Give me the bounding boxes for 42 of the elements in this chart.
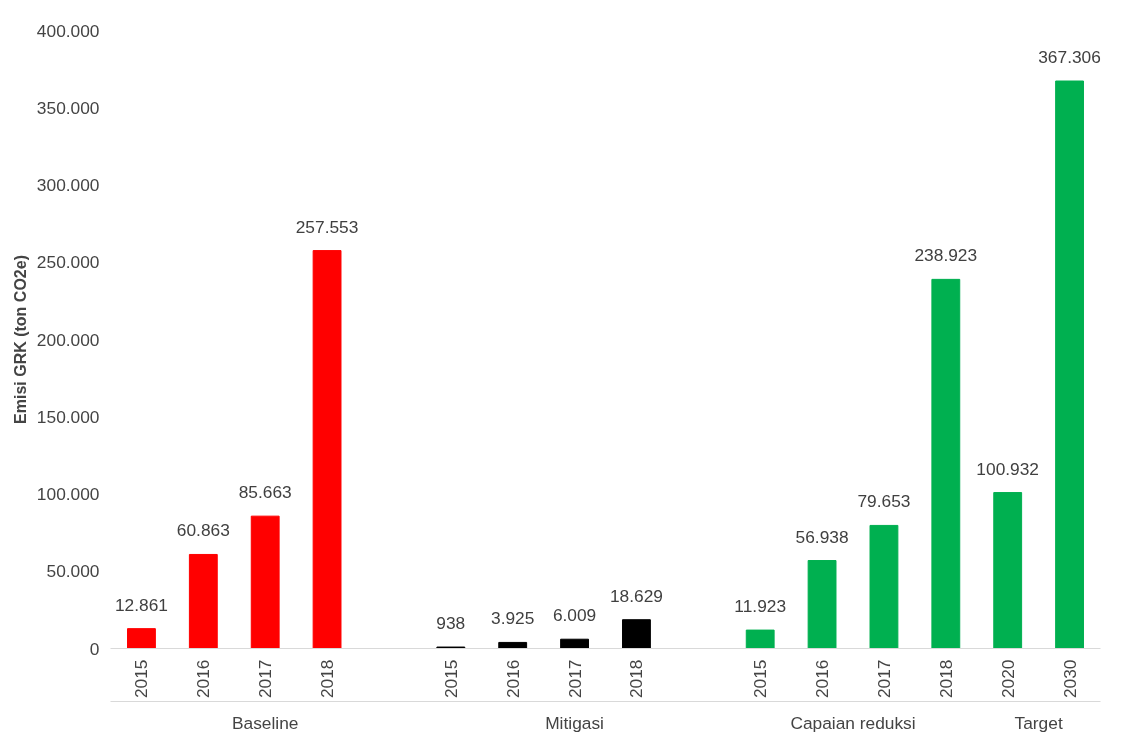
x-tick-label: 2017 bbox=[255, 659, 276, 699]
data-label: 238.923 bbox=[914, 245, 978, 266]
data-label: 11.923 bbox=[734, 596, 787, 617]
text: Mitigasi bbox=[545, 712, 604, 733]
y-tick-label: 400.000 bbox=[36, 20, 100, 41]
x-tick-label: 2016 bbox=[193, 659, 214, 699]
data-label: 85.663 bbox=[238, 482, 292, 503]
x-tick-label: 2015 bbox=[440, 659, 461, 699]
x-tick-label: 2017 bbox=[564, 659, 585, 699]
x-tick-label: 2017 bbox=[873, 659, 894, 699]
x-tick-label: 2016 bbox=[812, 659, 833, 699]
y-tick-label: 350.000 bbox=[36, 97, 100, 118]
data-label: 6.009 bbox=[552, 605, 597, 626]
data-label: 257.553 bbox=[295, 216, 359, 237]
data-label: 56.938 bbox=[795, 526, 849, 547]
y-tick-label: 100.000 bbox=[36, 484, 100, 504]
x-tick-label: 2018 bbox=[626, 659, 647, 699]
x-tick-label: 2030 bbox=[1059, 659, 1080, 699]
data-label: 79.653 bbox=[857, 491, 911, 512]
y-tick-label: 0 bbox=[89, 638, 100, 659]
x-tick-label: 2015 bbox=[131, 659, 152, 699]
text: Baseline bbox=[231, 712, 299, 733]
data-label: 18.629 bbox=[609, 585, 663, 606]
y-tick-label: 250.000 bbox=[36, 252, 100, 273]
text: Target bbox=[1014, 712, 1063, 733]
x-tick-label: 2020 bbox=[997, 659, 1018, 699]
data-label: 100.932 bbox=[976, 458, 1040, 479]
data-label: 60.863 bbox=[176, 520, 230, 541]
x-tick-label: 2016 bbox=[502, 659, 523, 699]
data-label: 938 bbox=[436, 613, 466, 634]
x-tick-label: 2015 bbox=[750, 659, 771, 699]
y-axis-title: Emisi GRK (ton CO2e) bbox=[11, 255, 29, 424]
y-tick-label: 200.000 bbox=[36, 329, 100, 350]
data-label: 367.306 bbox=[1038, 47, 1101, 68]
x-tick-label: 2018 bbox=[317, 659, 338, 699]
x-tick-label: 2018 bbox=[935, 659, 956, 699]
y-tick-label: 150.000 bbox=[36, 406, 100, 427]
data-label: 12.861 bbox=[114, 594, 168, 615]
data-label: 3.925 bbox=[491, 608, 535, 629]
y-tick-label: 300.000 bbox=[36, 175, 100, 195]
text: Capaian reduksi bbox=[790, 712, 916, 733]
y-tick-label: 50.000 bbox=[46, 561, 100, 582]
